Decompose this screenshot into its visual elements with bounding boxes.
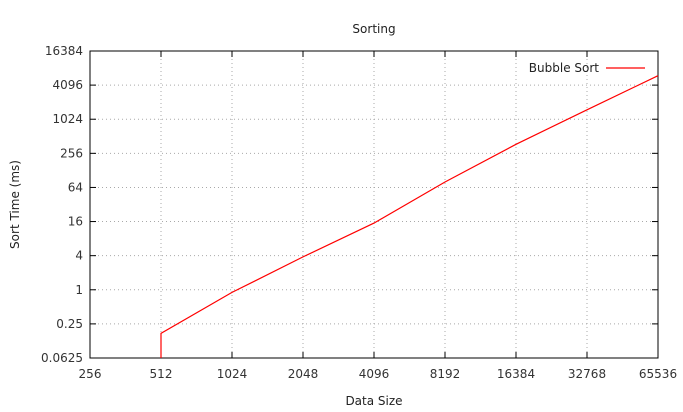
y-tick-label: 0.0625 — [41, 351, 83, 365]
chart-title: Sorting — [352, 22, 395, 36]
y-tick-label: 16384 — [45, 44, 83, 58]
y-tick-label: 4096 — [52, 78, 83, 92]
axis-ticks — [89, 50, 659, 359]
x-tick-label: 2048 — [288, 367, 319, 381]
y-tick-label: 0.25 — [56, 317, 83, 331]
x-axis-title: Data Size — [345, 394, 402, 408]
x-tick-label: 8192 — [430, 367, 461, 381]
x-tick-label: 1024 — [217, 367, 248, 381]
series-line-bubble-sort — [160, 75, 659, 358]
y-tick-label: 16 — [68, 215, 83, 229]
x-tick-label: 32768 — [568, 367, 606, 381]
x-tick-label: 65536 — [639, 367, 677, 381]
y-tick-label: 256 — [60, 146, 83, 160]
y-tick-label: 1 — [75, 283, 83, 297]
y-tick-labels: 0.0625 0.25 1 4 16 64 256 1024 4096 16384 — [41, 44, 83, 365]
x-tick-label: 16384 — [497, 367, 535, 381]
series-lines — [160, 75, 659, 358]
x-tick-labels: 256 512 1024 2048 4096 8192 16384 32768 65536 — [79, 367, 678, 381]
legend: Bubble Sort — [529, 61, 645, 75]
legend-label-bubble-sort: Bubble Sort — [529, 61, 599, 75]
y-tick-label: 1024 — [52, 112, 83, 126]
y-tick-label: 64 — [68, 180, 83, 194]
y-axis-title: Sort Time (ms) — [8, 160, 22, 249]
x-tick-label: 4096 — [359, 367, 390, 381]
y-tick-label: 4 — [75, 249, 83, 263]
x-tick-label: 512 — [150, 367, 173, 381]
grid-lines — [90, 51, 658, 358]
x-tick-label: 256 — [79, 367, 102, 381]
